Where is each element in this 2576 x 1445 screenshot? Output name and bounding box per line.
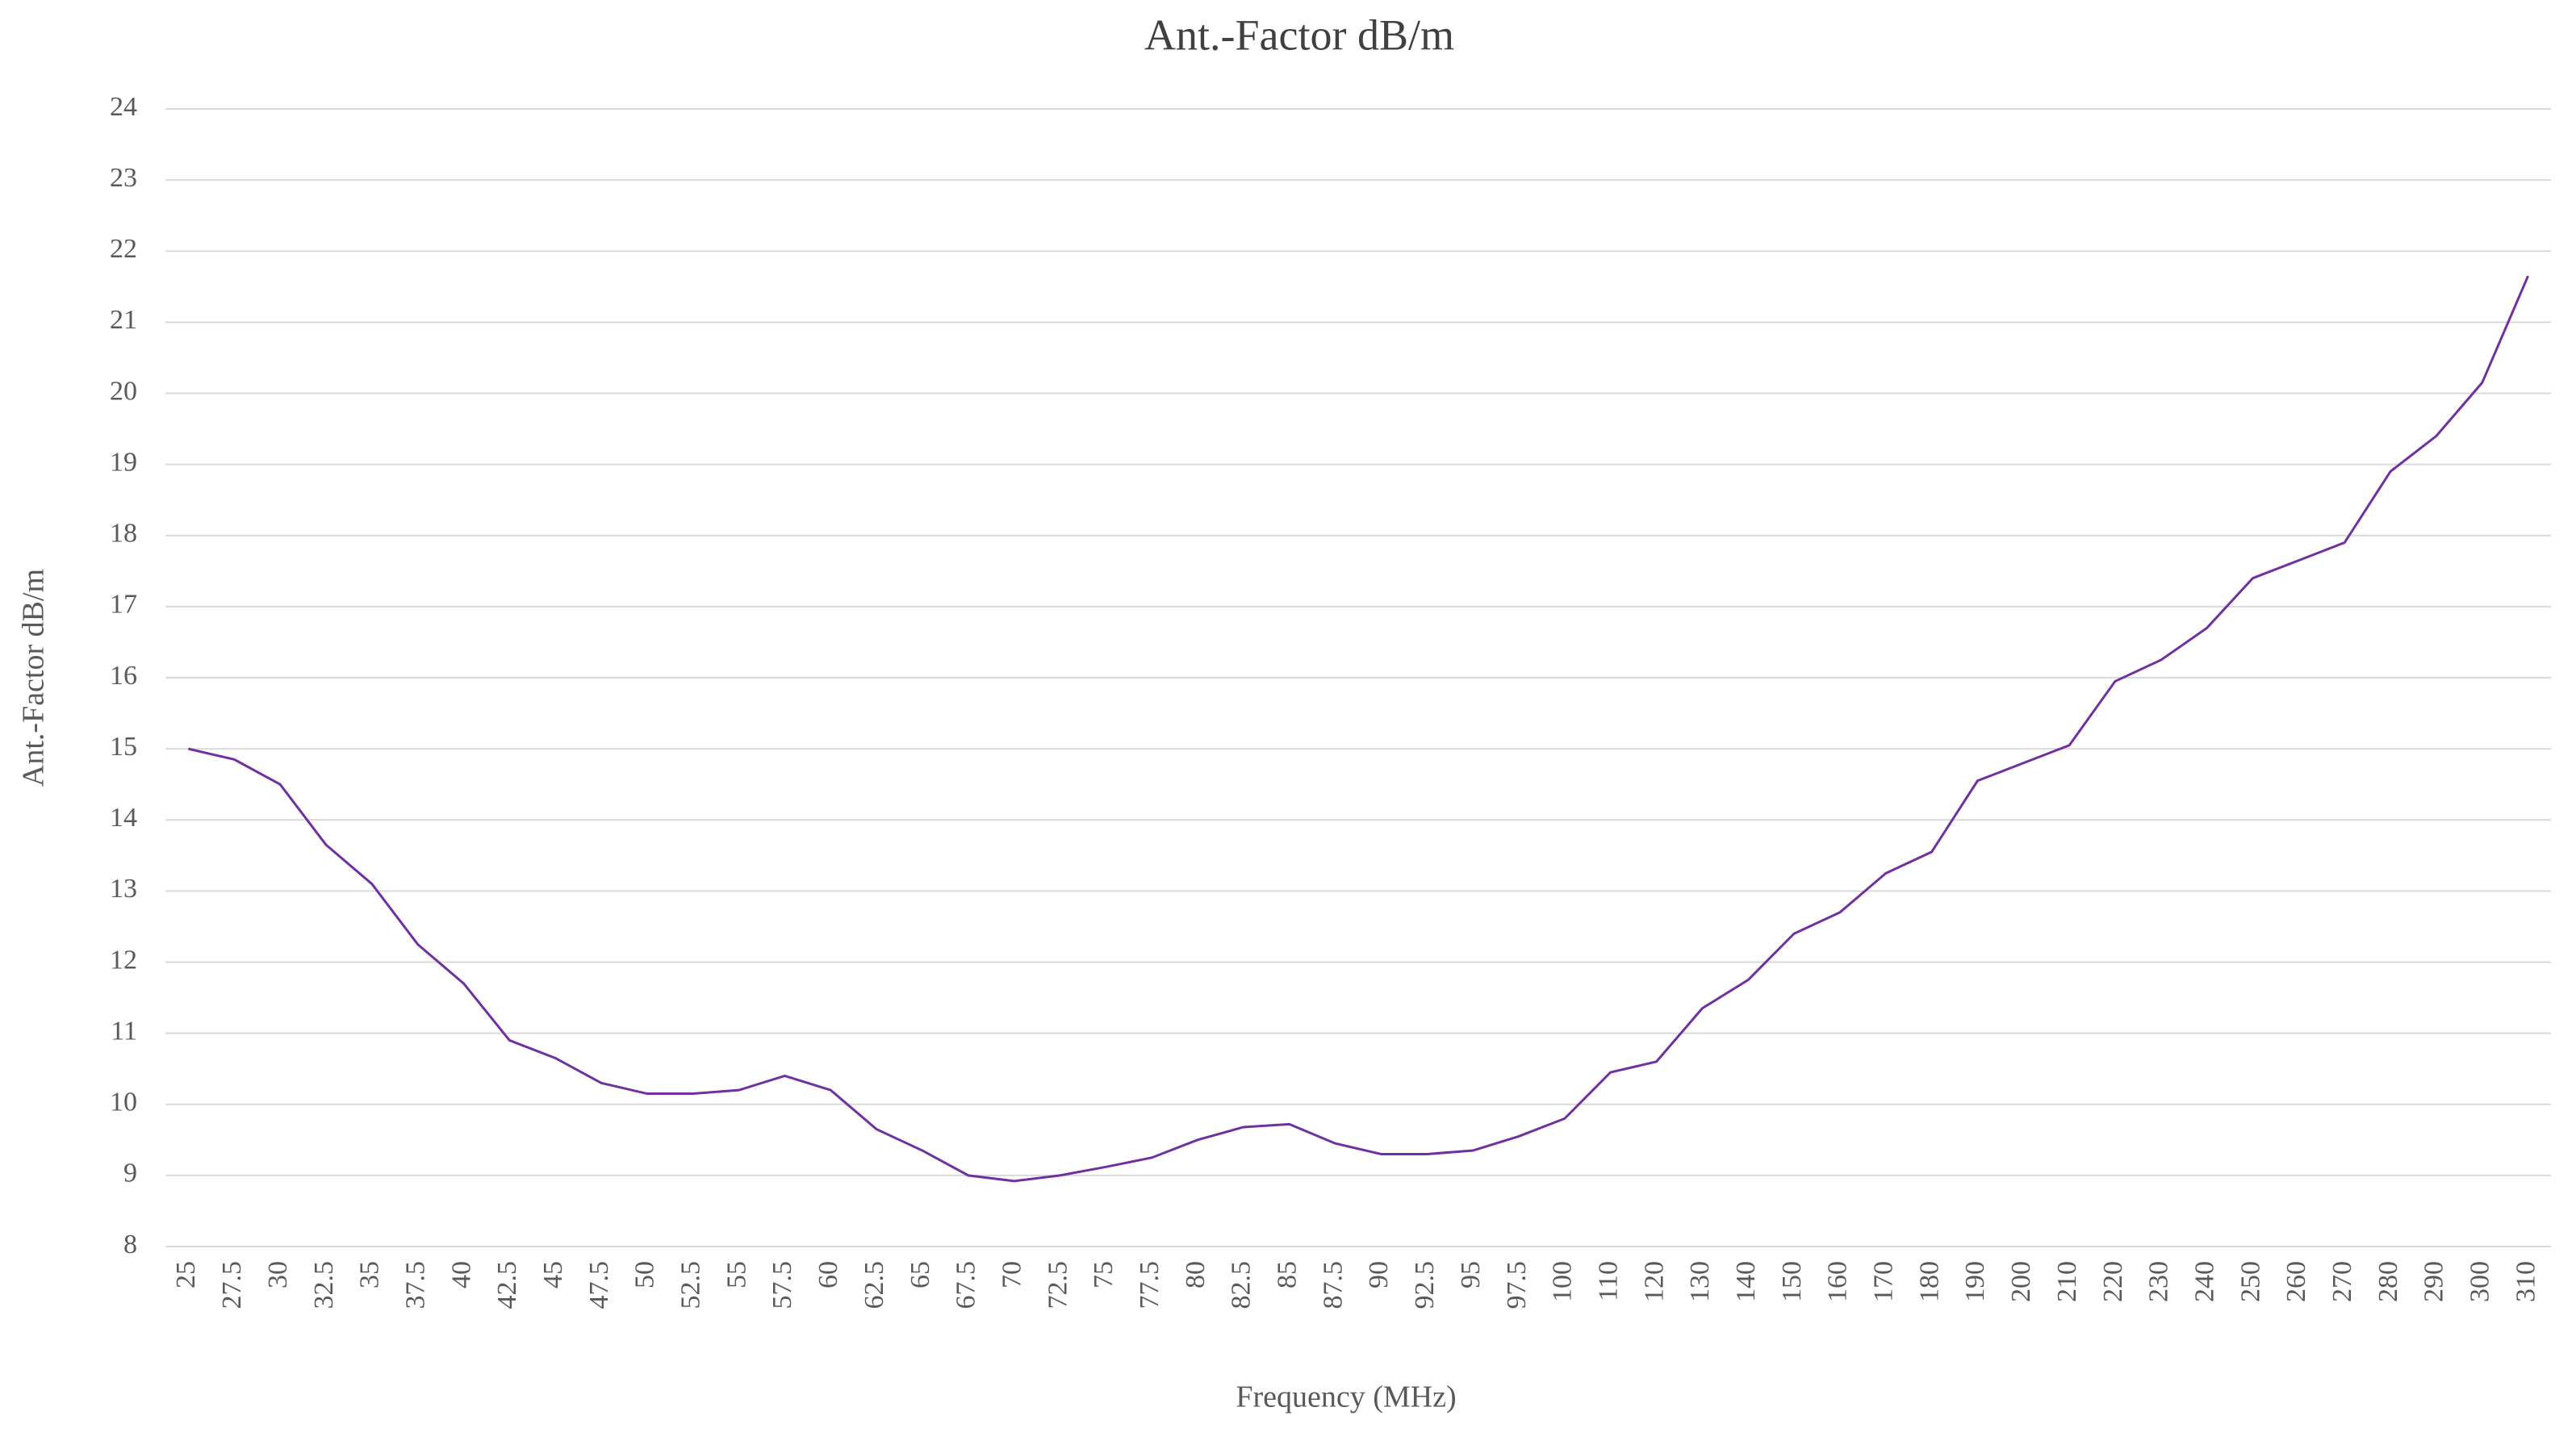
y-tick-label: 16 (110, 661, 137, 691)
y-tick-label: 12 (110, 945, 137, 975)
x-tick-label: 100 (1548, 1261, 1578, 1302)
x-tick-label: 210 (2052, 1261, 2082, 1302)
x-tick-label: 72.5 (1043, 1261, 1073, 1309)
y-tick-label: 13 (110, 874, 137, 904)
x-tick-label: 170 (1869, 1261, 1899, 1302)
y-tick-label: 9 (123, 1159, 137, 1188)
x-tick-label: 70 (997, 1261, 1027, 1288)
x-tick-label: 85 (1273, 1261, 1303, 1288)
y-tick-label: 23 (110, 163, 137, 193)
x-tick-label: 280 (2373, 1261, 2403, 1302)
y-tick-label: 20 (110, 376, 137, 406)
y-tick-label: 22 (110, 234, 137, 264)
x-tick-label: 40 (446, 1261, 476, 1288)
y-tick-label: 24 (110, 92, 137, 122)
x-tick-label: 77.5 (1135, 1261, 1165, 1309)
x-tick-label: 180 (1914, 1261, 1944, 1302)
x-tick-label: 52.5 (676, 1261, 706, 1309)
x-tick-label: 50 (630, 1261, 660, 1288)
x-tick-label: 30 (263, 1261, 293, 1288)
x-tick-label: 80 (1181, 1261, 1211, 1288)
x-tick-label: 140 (1731, 1261, 1761, 1302)
x-tick-label: 47.5 (584, 1261, 614, 1309)
y-tick-label: 21 (110, 305, 137, 335)
y-tick-label: 10 (110, 1088, 137, 1117)
x-tick-label: 75 (1089, 1261, 1119, 1288)
x-tick-label: 37.5 (400, 1261, 430, 1309)
x-tick-label: 310 (2511, 1261, 2540, 1302)
x-tick-label: 300 (2465, 1261, 2495, 1302)
x-tick-label: 110 (1593, 1261, 1623, 1301)
x-tick-label: 55 (721, 1261, 751, 1288)
x-tick-label: 32.5 (309, 1261, 339, 1309)
x-tick-label: 35 (355, 1261, 385, 1288)
x-tick-label: 200 (2006, 1261, 2036, 1302)
x-tick-label: 82.5 (1227, 1261, 1257, 1309)
x-tick-label: 27.5 (217, 1261, 247, 1309)
x-tick-label: 60 (813, 1261, 843, 1288)
data-line (188, 275, 2529, 1183)
y-tick-label: 8 (123, 1230, 137, 1259)
x-tick-label: 97.5 (1502, 1261, 1532, 1309)
y-tick-label: 14 (110, 803, 137, 833)
y-tick-label: 18 (110, 519, 137, 549)
x-tick-label: 260 (2281, 1261, 2311, 1302)
x-tick-label: 25 (171, 1261, 201, 1288)
x-tick-label: 87.5 (1318, 1261, 1348, 1309)
x-tick-label: 65 (905, 1261, 935, 1288)
x-tick-label: 220 (2098, 1261, 2128, 1302)
x-tick-label: 290 (2419, 1261, 2449, 1302)
x-tick-label: 270 (2327, 1261, 2357, 1302)
y-tick-label: 17 (110, 590, 137, 620)
x-tick-label: 190 (1960, 1261, 1990, 1302)
x-tick-label: 250 (2235, 1261, 2265, 1302)
chart-title: Ant.-Factor dB/m (1144, 10, 1454, 59)
y-tick-label: 15 (110, 732, 137, 762)
x-tick-label: 240 (2189, 1261, 2219, 1302)
x-tick-label: 45 (538, 1261, 568, 1288)
x-tick-label: 42.5 (492, 1261, 522, 1309)
x-tick-label: 150 (1777, 1261, 1807, 1302)
x-tick-label: 67.5 (951, 1261, 981, 1309)
x-tick-label: 90 (1364, 1261, 1394, 1288)
y-axis-title: Ant.-Factor dB/m (17, 569, 51, 787)
x-tick-label: 95 (1456, 1261, 1486, 1288)
x-tick-label: 120 (1639, 1261, 1669, 1302)
x-tick-label: 57.5 (767, 1261, 797, 1309)
y-tick-label: 11 (111, 1016, 137, 1046)
x-tick-label: 62.5 (859, 1261, 889, 1309)
x-tick-label: 92.5 (1410, 1261, 1440, 1309)
x-axis-title: Frequency (MHz) (1236, 1380, 1456, 1414)
x-tick-label: 160 (1823, 1261, 1853, 1302)
x-tick-label: 130 (1685, 1261, 1715, 1302)
x-tick-label: 230 (2144, 1261, 2174, 1302)
y-tick-label: 19 (110, 447, 137, 477)
